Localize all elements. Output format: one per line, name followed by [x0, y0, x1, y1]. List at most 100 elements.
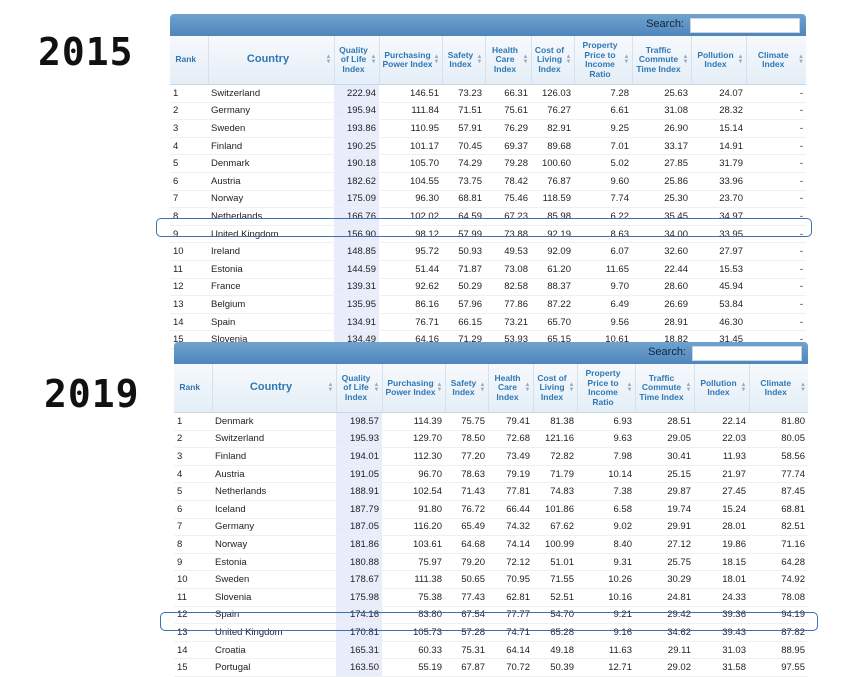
column-header-pollution[interactable]: Pollution Index ▲ ▼: [693, 364, 749, 413]
column-header-ppti[interactable]: Property Price to Income Ratio ▲ ▼: [573, 36, 632, 85]
cell-qol: 156.90: [334, 225, 379, 244]
cell-rank: 1: [174, 412, 212, 431]
cell-qol: 198.57: [336, 412, 382, 431]
cell-country: United Kingdom: [208, 225, 334, 244]
cell-qol: 165.31: [336, 641, 382, 660]
column-header-rank[interactable]: Rank: [170, 36, 208, 85]
cell-health: 49.53: [485, 242, 531, 261]
column-header-ppti[interactable]: Property Price to Income Ratio ▲ ▼: [576, 364, 635, 413]
column-header-rank[interactable]: Rank: [174, 364, 212, 413]
cell-ppi: 75.97: [382, 553, 445, 572]
cell-qol: 174.16: [336, 606, 382, 625]
cell-rank: 2: [170, 102, 208, 121]
cell-col: 71.55: [533, 570, 577, 589]
year-label-2019: 2019: [44, 372, 140, 416]
sort-arrows-icon: ▲ ▼: [524, 382, 531, 393]
table-row: 12 France 139.31 92.62 50.29 82.58 88.37 9.70 28…: [170, 278, 806, 297]
table-body: 1 Denmark 198.57 114.39 75.75 79.41 81.38 6.93 2…: [174, 412, 808, 677]
column-header-traffic[interactable]: Traffic Commute Time Index ▲ ▼: [631, 36, 691, 85]
cell-qol: 144.59: [334, 260, 379, 279]
column-header-health[interactable]: Health Care Index ▲ ▼: [484, 36, 531, 85]
cell-qol: 222.94: [334, 84, 379, 103]
cell-rank: 11: [174, 588, 212, 607]
column-header-label: Cost of Living Index: [537, 372, 567, 402]
cell-ppi: 75.38: [382, 588, 445, 607]
search-label: Search:: [648, 346, 686, 358]
column-header-label: Health Care Index: [494, 372, 521, 402]
cell-pollution: 18.01: [694, 570, 749, 589]
cell-country: Finland: [208, 137, 334, 156]
column-header-country[interactable]: Country ▲ ▼: [211, 364, 336, 413]
cell-climate: 94.19: [749, 606, 808, 625]
cell-rank: 3: [174, 447, 212, 466]
column-header-label: Traffic Commute Time Index: [636, 44, 681, 74]
cell-traffic: 29.05: [635, 430, 694, 449]
table-row: 8 Norway 181.86 103.61 64.68 74.14 100.99 8.40 2…: [174, 535, 808, 554]
column-header-pollution[interactable]: Pollution Index ▲ ▼: [690, 36, 746, 85]
column-header-climate[interactable]: Climate Index ▲ ▼: [745, 36, 806, 85]
column-header-label: Country: [246, 53, 290, 66]
cell-ppti: 6.07: [574, 242, 632, 261]
cell-traffic: 27.85: [632, 154, 691, 173]
cell-pollution: 15.14: [691, 119, 746, 138]
column-header-col[interactable]: Cost of Living Index ▲ ▼: [530, 36, 574, 85]
cell-ppti: 8.40: [577, 535, 635, 554]
cell-ppi: 76.71: [379, 313, 442, 332]
table-row: 2 Switzerland 195.93 129.70 78.50 72.68 121.16…: [174, 430, 808, 449]
column-header-label: Purchasing Power Index: [385, 377, 436, 397]
column-header-qol[interactable]: Quality of Life Index ▲ ▼: [333, 36, 379, 85]
cell-qol: 190.18: [334, 154, 379, 173]
cell-ppti: 9.60: [574, 172, 632, 191]
header-row: Rank Country ▲ ▼ Quality of Life Index ▲ ▼ Purc…: [170, 36, 806, 85]
column-header-label: Health Care Index: [492, 44, 518, 74]
cell-climate: -: [746, 84, 806, 103]
cell-ppi: 60.33: [382, 641, 445, 660]
table-row: 6 Iceland 187.79 91.80 76.72 66.44 101.86 6.58 1…: [174, 500, 808, 519]
cell-col: 52.51: [533, 588, 577, 607]
cell-health: 72.12: [488, 553, 533, 572]
column-header-label: Quality of Life Index: [341, 372, 371, 402]
cell-pollution: 23.70: [691, 190, 746, 209]
cell-pollution: 31.03: [694, 641, 749, 660]
cell-ppti: 11.63: [577, 641, 635, 660]
column-header-qol[interactable]: Quality of Life Index ▲ ▼: [335, 364, 382, 413]
column-header-label: Cost of Living Index: [534, 44, 565, 74]
cell-safety: 75.31: [445, 641, 488, 660]
cell-ppi: 129.70: [382, 430, 445, 449]
cell-qol: 187.05: [336, 518, 382, 537]
cell-rank: 5: [170, 154, 208, 173]
cell-col: 118.59: [531, 190, 574, 209]
column-header-safety[interactable]: Safety Index ▲ ▼: [444, 364, 488, 413]
column-header-ppi[interactable]: Purchasing Power Index ▲ ▼: [378, 36, 442, 85]
column-header-traffic[interactable]: Traffic Commute Time Index ▲ ▼: [634, 364, 694, 413]
cell-rank: 10: [170, 242, 208, 261]
column-header-col[interactable]: Cost of Living Index ▲ ▼: [532, 364, 577, 413]
cell-country: Spain: [212, 606, 336, 625]
cell-pollution: 18.15: [694, 553, 749, 572]
cell-qol: 194.01: [336, 447, 382, 466]
highlight-united-kingdom-2019: [160, 612, 818, 631]
column-header-health[interactable]: Health Care Index ▲ ▼: [487, 364, 533, 413]
cell-traffic: 22.44: [632, 260, 691, 279]
cell-climate: 77.74: [749, 465, 808, 484]
column-header-country[interactable]: Country ▲ ▼: [207, 36, 334, 85]
cell-col: 92.09: [531, 242, 574, 261]
column-header-climate[interactable]: Climate Index ▲ ▼: [748, 364, 808, 413]
highlight-united-kingdom-2015: [156, 218, 812, 237]
cell-ppi: 103.61: [382, 535, 445, 554]
column-header-ppi[interactable]: Purchasing Power Index ▲ ▼: [381, 364, 445, 413]
sort-arrows-icon: ▲ ▼: [433, 54, 440, 65]
cell-climate: 87.82: [749, 623, 808, 642]
table-row: 7 Germany 187.05 116.20 65.49 74.32 67.62 9.02 2…: [174, 518, 808, 537]
cell-pollution: 15.53: [691, 260, 746, 279]
cell-country: Denmark: [208, 154, 334, 173]
search-input[interactable]: [692, 346, 802, 361]
column-header-safety[interactable]: Safety Index ▲ ▼: [441, 36, 485, 85]
search-input[interactable]: [690, 18, 800, 33]
cell-qol: 178.67: [336, 570, 382, 589]
cell-ppi: 102.02: [379, 207, 442, 226]
cell-traffic: 19.74: [635, 500, 694, 519]
table-row: 10 Sweden 178.67 111.38 50.65 70.95 71.55 10.26…: [174, 570, 808, 589]
cell-country: Switzerland: [212, 430, 336, 449]
cell-pollution: 39.36: [694, 606, 749, 625]
